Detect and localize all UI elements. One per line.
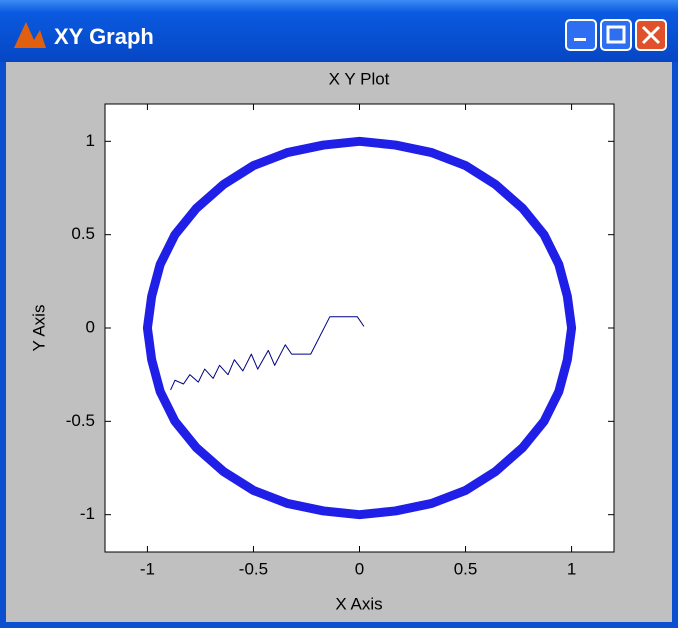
window-title: XY Graph bbox=[54, 24, 154, 49]
data-line bbox=[142, 136, 577, 520]
maximize-icon bbox=[606, 25, 626, 44]
y-tick-label: 0.5 bbox=[71, 224, 95, 243]
plot-area bbox=[104, 103, 615, 553]
y-tick-label: -1 bbox=[80, 504, 95, 523]
minimize-button[interactable] bbox=[565, 19, 597, 51]
app-icon bbox=[14, 22, 46, 48]
y-tick-label: 0 bbox=[86, 317, 95, 336]
x-tick-label: -0.5 bbox=[239, 559, 268, 578]
x-axis-label: X Axis bbox=[335, 594, 382, 613]
minimize-icon bbox=[574, 38, 586, 41]
data-line bbox=[170, 316, 365, 391]
maximize-button[interactable] bbox=[600, 19, 632, 51]
chart-title: X Y Plot bbox=[329, 69, 390, 88]
x-tick-label: 1 bbox=[567, 559, 576, 578]
x-tick-label: 0 bbox=[355, 559, 364, 578]
plot-marks bbox=[142, 136, 577, 520]
y-axis-label: Y Axis bbox=[29, 305, 48, 352]
x-tick-label: -1 bbox=[140, 559, 155, 578]
close-icon bbox=[641, 25, 661, 45]
y-tick-label: 1 bbox=[86, 131, 95, 150]
x-tick-label: 0.5 bbox=[454, 559, 478, 578]
y-tick-label: -0.5 bbox=[66, 411, 95, 430]
